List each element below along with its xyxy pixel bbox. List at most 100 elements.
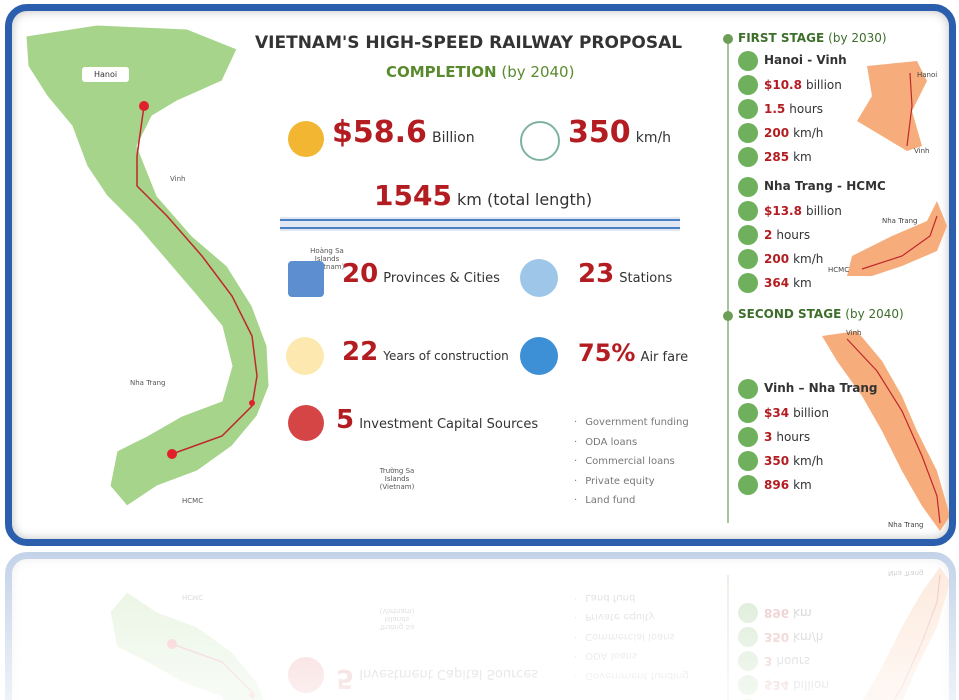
infographic-card: Hanoi Vinh Nha Trang HCMC Hoàng Sa Islan…	[5, 4, 956, 546]
capital-icon	[288, 405, 324, 441]
stat-value: 23	[578, 259, 615, 289]
route-speed: 200 km/h	[764, 126, 823, 140]
map-label: Nha Trang	[130, 379, 166, 387]
map-label: Vinh	[170, 175, 186, 183]
metric-value: 2	[764, 228, 773, 242]
stat-unit: Billion	[432, 130, 475, 146]
speed-icon	[520, 121, 560, 161]
stat-value: 350	[568, 115, 631, 150]
route-speed: 200 km/h	[764, 252, 823, 266]
stat-unit: Air fare	[640, 350, 689, 365]
stage-note: (by 2030)	[828, 31, 887, 45]
source-text: Government funding	[585, 417, 689, 428]
capital-source: · Commercial loans	[574, 452, 689, 472]
stations-icon	[520, 259, 558, 297]
stat-value: 5	[336, 405, 355, 435]
metric-value: $13.8	[764, 204, 802, 218]
metric-icon	[738, 147, 758, 167]
metric-icon	[738, 123, 758, 143]
bullet: ·	[574, 417, 578, 428]
route-cost: $10.8 billion	[764, 78, 842, 92]
stat-value: 1545	[374, 179, 452, 212]
timeline-dot	[723, 311, 733, 321]
source-text: Land fund	[585, 495, 636, 506]
metric-unit: km/h	[793, 454, 824, 468]
cost-icon	[288, 121, 324, 157]
capital-source: · Private equity	[574, 472, 689, 492]
island-label: Trường Sa Islands (Vietnam)	[379, 467, 415, 491]
stat-provinces: 20 Provinces & Cities	[342, 259, 500, 289]
capital-source: · Land fund	[574, 491, 689, 511]
island-label: Hoàng Sa Islands (Vietnam)	[309, 247, 345, 271]
map-label: HCMC	[182, 497, 204, 505]
stat-unit: Stations	[619, 271, 673, 286]
stat-value: 75%	[578, 339, 636, 367]
map-label: Hanoi	[82, 67, 130, 82]
route-speed: 350 km/h	[764, 454, 823, 468]
mini-map	[822, 331, 949, 531]
stat-value: $58.6	[332, 115, 427, 150]
mini-map-label: Nha Trang	[888, 521, 924, 529]
subtitle-main: COMPLETION	[386, 63, 497, 81]
route-length: 896 km	[764, 478, 812, 492]
route-time: 3 hours	[764, 430, 810, 444]
hcmc-dot	[167, 449, 177, 459]
metric-unit: hours	[776, 228, 811, 242]
stat-speed: 350 km/h	[568, 115, 671, 150]
capital-sources: · Government funding · ODA loans · Commercial…	[574, 413, 689, 511]
metric-unit: billion	[805, 204, 842, 218]
mini-map-label: Nha Trang	[882, 217, 918, 225]
metric-value: 285	[764, 150, 790, 164]
metric-value: 200	[764, 126, 790, 140]
route-icon	[738, 379, 758, 399]
stage-note: (by 2040)	[845, 307, 904, 321]
metric-icon	[738, 225, 758, 245]
metric-unit: hours	[776, 430, 811, 444]
mini-map-label: Hanoi	[917, 71, 938, 79]
stat-airfare: 75% Air fare	[578, 339, 688, 367]
mini-map	[847, 201, 947, 276]
route-length: 364 km	[764, 276, 812, 290]
mini-railway	[846, 338, 941, 524]
metric-unit: km/h	[793, 126, 824, 140]
route-icon	[738, 51, 758, 71]
stat-years: 22 Years of construction	[342, 337, 509, 367]
metric-unit: billion	[793, 406, 829, 420]
metric-unit: km	[793, 150, 812, 164]
metric-unit: km/h	[793, 252, 824, 266]
hanoi-dot	[139, 101, 149, 111]
metric-icon	[738, 427, 758, 447]
mini-map-label: Vinh	[914, 147, 930, 155]
metric-icon	[738, 451, 758, 471]
stat-unit: Years of construction	[383, 349, 509, 363]
metric-value: 200	[764, 252, 790, 266]
route-time: 1.5 hours	[764, 102, 823, 116]
metric-unit: billion	[805, 78, 842, 92]
nhatrang-dot	[249, 400, 255, 406]
source-text: Private equity	[585, 475, 655, 487]
capital-source: · ODA loans	[574, 433, 689, 453]
stage-title: SECOND STAGE (by 2040)	[738, 307, 904, 321]
source-text: ODA loans	[585, 436, 638, 448]
metric-unit: km	[793, 276, 812, 290]
route-name: Vinh – Nha Trang	[764, 381, 878, 395]
route-name: Nha Trang - HCMC	[764, 179, 886, 193]
bullet: ·	[574, 456, 578, 467]
stage-name: SECOND STAGE	[738, 307, 842, 321]
stage-name: FIRST STAGE	[738, 31, 825, 45]
metric-icon	[738, 249, 758, 269]
capital-source: · Government funding	[574, 413, 689, 433]
stat-value: 22	[342, 337, 379, 367]
metric-unit: hours	[789, 102, 824, 116]
metric-value: 896	[764, 478, 790, 492]
years-icon	[286, 337, 324, 375]
route-time: 2 hours	[764, 228, 810, 242]
airfare-icon	[520, 337, 558, 375]
bullet: ·	[574, 475, 578, 487]
metric-icon	[738, 99, 758, 119]
stat-unit: Provinces & Cities	[383, 271, 500, 286]
subtitle-note: (by 2040)	[501, 63, 575, 81]
bullet: ·	[574, 436, 578, 448]
mini-railway	[861, 215, 938, 270]
